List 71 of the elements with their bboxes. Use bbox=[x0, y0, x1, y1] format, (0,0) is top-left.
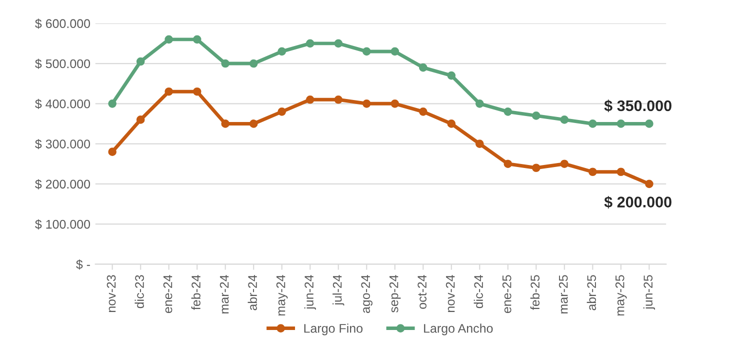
point bbox=[334, 39, 343, 48]
point bbox=[475, 99, 484, 108]
point bbox=[560, 116, 569, 124]
point bbox=[334, 95, 343, 104]
point bbox=[390, 99, 400, 108]
y-tick-label: $ 300.000 bbox=[35, 139, 90, 150]
point bbox=[164, 87, 174, 96]
point bbox=[249, 120, 258, 128]
point bbox=[278, 108, 286, 116]
legend-label: Largo Fino bbox=[304, 324, 363, 336]
point bbox=[645, 180, 654, 188]
legend-label: Largo Ancho bbox=[424, 324, 493, 336]
x-tick-label: ago-24 bbox=[361, 274, 372, 313]
point bbox=[306, 95, 314, 104]
point bbox=[588, 168, 597, 176]
x-tick-label: may-25 bbox=[615, 275, 627, 316]
point bbox=[532, 112, 540, 120]
x-tick-label: sep-24 bbox=[389, 274, 401, 312]
x-tick-label: ene-24 bbox=[163, 274, 172, 313]
y-tick-label: $ - bbox=[76, 259, 90, 270]
y-tick-label: $ 200.000 bbox=[35, 179, 90, 190]
point bbox=[164, 35, 174, 44]
x-tick-label: jun-24 bbox=[304, 274, 316, 310]
x-tick-label: feb-25 bbox=[530, 275, 540, 310]
x-tick-label: mar-24 bbox=[220, 274, 229, 314]
annotation: $ 350.000 bbox=[604, 100, 672, 112]
point bbox=[390, 47, 400, 56]
point bbox=[447, 120, 456, 128]
point bbox=[221, 59, 230, 68]
point bbox=[504, 108, 512, 116]
point bbox=[221, 120, 230, 128]
x-tick-label: dic-24 bbox=[474, 274, 484, 308]
x-tick-label: may-24 bbox=[276, 274, 288, 316]
x-tick-label: jun-25 bbox=[643, 275, 656, 310]
point bbox=[418, 108, 428, 116]
y-tick-label: $ 100.000 bbox=[35, 219, 90, 230]
x-tick-label: nov-24 bbox=[446, 274, 455, 312]
point bbox=[136, 57, 145, 66]
point bbox=[306, 39, 314, 48]
y-tick-label: $ 400.000 bbox=[35, 98, 90, 110]
point bbox=[108, 148, 116, 156]
x-tick-label: abr-25 bbox=[586, 275, 596, 310]
x-tick-label: ene-25 bbox=[502, 275, 512, 313]
point bbox=[108, 99, 116, 108]
point bbox=[532, 164, 540, 172]
point bbox=[362, 47, 371, 56]
point bbox=[278, 47, 286, 56]
point bbox=[249, 59, 258, 68]
x-tick-label: abr-24 bbox=[248, 274, 257, 310]
point bbox=[560, 160, 569, 168]
point bbox=[616, 120, 626, 128]
x-tick-label: oct-24 bbox=[418, 274, 426, 309]
y-tick-label: $ 600.000 bbox=[35, 18, 90, 29]
point bbox=[192, 35, 202, 44]
x-tick-label: nov-23 bbox=[106, 275, 116, 312]
annotation: $ 200.000 bbox=[604, 196, 672, 208]
x-tick-label: jul-24 bbox=[332, 274, 344, 306]
y-tick-label: $ 500.000 bbox=[35, 58, 90, 69]
point bbox=[418, 63, 428, 72]
point bbox=[136, 116, 145, 124]
point bbox=[192, 87, 202, 96]
point bbox=[616, 168, 626, 176]
x-tick-label: feb-24 bbox=[191, 274, 200, 310]
point bbox=[504, 160, 512, 168]
x-tick-label: dic-23 bbox=[134, 275, 144, 308]
point bbox=[362, 99, 371, 108]
point bbox=[447, 71, 456, 80]
point bbox=[588, 120, 597, 128]
point bbox=[645, 120, 654, 128]
point bbox=[475, 140, 484, 148]
x-tick-label: mar-25 bbox=[558, 275, 568, 314]
